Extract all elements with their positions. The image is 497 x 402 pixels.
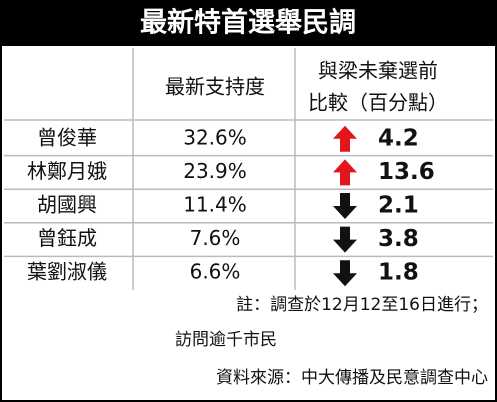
change-value: 2.1 [378,193,419,219]
change-value: 4.2 [378,125,419,151]
candidate-name: 曾俊華 [37,125,97,149]
support-rate: 7.6% [190,226,241,250]
arrow-down [333,226,357,253]
arrow-down [333,193,357,219]
column-header: 比較（百分點） [308,91,448,115]
arrow-down [333,260,357,287]
change-value: 1.8 [378,260,419,286]
source: 資料來源：中大傳播及民意調查中心 [216,368,488,388]
column-header: 最新支持度 [165,75,265,99]
footnote: 註：調查於12月12至16日進行； [236,295,488,315]
change-value: 13.6 [378,159,435,185]
support-rate: 6.6% [190,260,241,284]
footnote: 訪問逾千市民 [175,330,277,350]
title: 最新特首選舉民調 [140,7,356,39]
support-rate: 32.6% [183,125,247,149]
candidate-name: 林鄭月娥 [27,159,107,183]
arrow-up [333,125,357,152]
column-header: 與梁未棄選前 [318,59,438,83]
title-bar [0,0,497,46]
candidate-name: 胡國興 [37,193,97,217]
change-value: 3.8 [378,226,419,252]
candidate-name: 葉劉淑儀 [27,260,107,284]
candidate-name: 曾鈺成 [37,226,97,250]
arrow-up [333,159,357,186]
support-rate: 11.4% [183,193,247,217]
support-rate: 23.9% [183,159,247,183]
